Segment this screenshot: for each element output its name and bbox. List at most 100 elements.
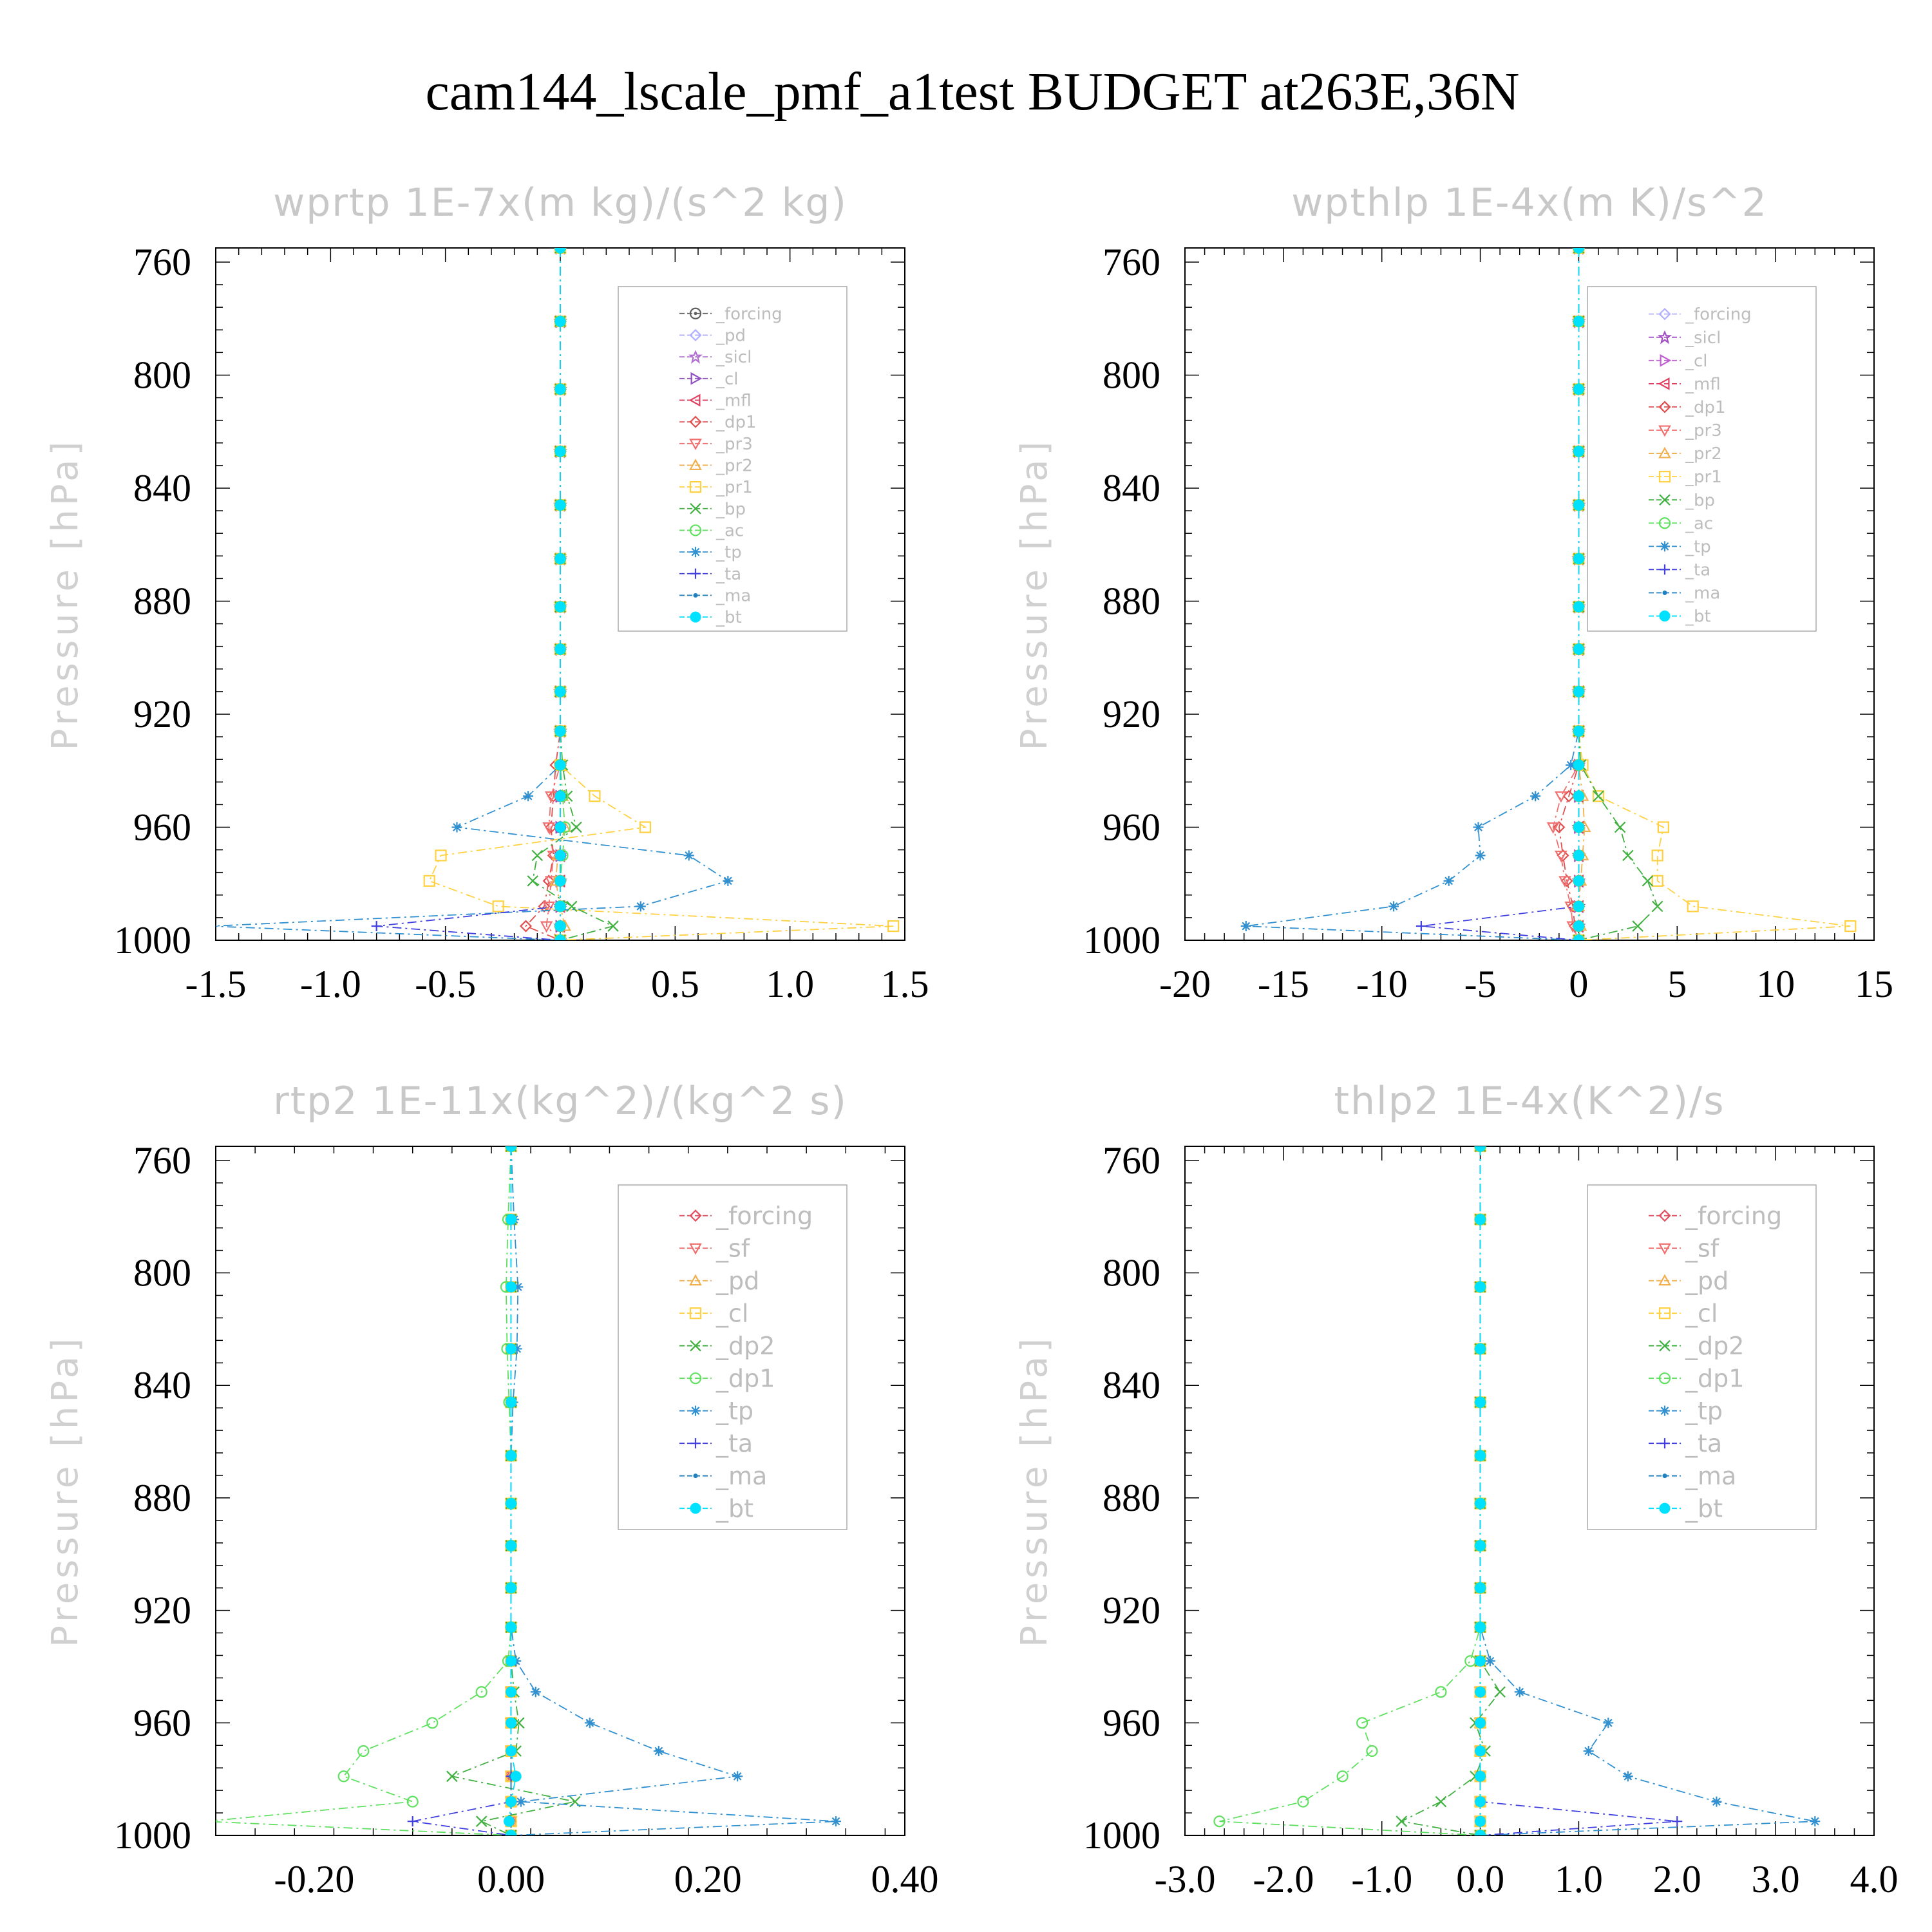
data-point	[1475, 1745, 1486, 1757]
legend-item: _ta	[1649, 1429, 1722, 1457]
legend-item: _ac	[1649, 514, 1713, 533]
legend-item: _pd	[679, 327, 746, 346]
data-point	[1475, 1655, 1486, 1667]
data-point	[538, 900, 551, 913]
y-tick-label: 840	[1103, 467, 1160, 509]
legend-label: _bt	[715, 608, 742, 627]
data-point	[1566, 759, 1577, 770]
data-point	[1573, 934, 1584, 940]
x-tick-label: 0.0	[1456, 1858, 1504, 1900]
y-tick-label: 880	[1103, 1477, 1160, 1519]
data-point	[1614, 821, 1626, 833]
legend-label: _dp1	[1685, 1364, 1744, 1392]
legend-label: _sf	[715, 1234, 751, 1262]
data-point	[1573, 601, 1584, 612]
legend-label: _pd	[1685, 1267, 1728, 1295]
x-tick-label: -20	[1159, 963, 1211, 1005]
legend-label: _ma	[1685, 584, 1720, 603]
data-point	[513, 1282, 524, 1293]
legend-label: _bp	[1685, 491, 1715, 510]
data-point	[1573, 900, 1584, 912]
plot-frame	[1184, 247, 1875, 941]
data-point	[1553, 820, 1566, 834]
y-tick-label: 920	[1103, 1589, 1160, 1632]
data-point	[1557, 849, 1569, 862]
data-point	[475, 1686, 488, 1698]
data-point	[589, 790, 601, 802]
chart-panel-1: wprtp 1E-7x(m kg)/(s^2 kg) Pressure [hPa]…	[44, 180, 929, 1005]
data-point	[1475, 850, 1486, 861]
data-point	[1573, 686, 1584, 697]
data-point	[554, 383, 566, 395]
plot-frame	[1184, 1146, 1875, 1836]
data-point	[554, 601, 566, 612]
data-point	[371, 921, 382, 932]
legend-label: _bp	[715, 500, 746, 519]
data-point	[554, 499, 566, 511]
x-tick-label: 0	[1569, 963, 1588, 1005]
data-point	[554, 643, 566, 655]
legend-label: _ta	[1685, 561, 1710, 580]
legend-item: _bt	[679, 1494, 753, 1522]
x-tick-label: 10	[1756, 963, 1795, 1005]
legend-label: _forcing	[1685, 305, 1752, 325]
y-tick-label: 800	[1103, 1252, 1160, 1294]
data-point	[554, 248, 566, 254]
data-point	[1388, 901, 1399, 912]
data-point	[1475, 1770, 1486, 1782]
data-point	[1810, 1816, 1821, 1827]
data-point	[554, 686, 566, 697]
legend: _forcing _pd _sicl _cl _mfl _dp1 _pr3 _pr2 _pr1 _…	[618, 286, 848, 632]
data-point	[519, 920, 533, 933]
legend-label: _tp	[715, 1397, 753, 1425]
data-point	[1475, 1396, 1486, 1408]
data-point	[1475, 1214, 1486, 1226]
data-point	[554, 316, 566, 327]
y-tick-label: 960	[1103, 806, 1160, 848]
y-tick-label: 840	[133, 467, 191, 509]
panel-title: wprtp 1E-7x(m kg)/(s^2 kg)	[273, 180, 848, 225]
data-point	[513, 1717, 525, 1729]
data-point	[584, 1718, 595, 1728]
legend-label: _cl	[1685, 1299, 1718, 1327]
data-point	[1475, 1796, 1486, 1808]
data-point	[1240, 921, 1251, 932]
data-point	[1583, 1745, 1594, 1756]
legend-label: _ma	[1685, 1462, 1736, 1490]
y-tick-label: 1000	[1083, 1814, 1160, 1857]
data-point	[407, 1816, 418, 1827]
panel-title: rtp2 1E-11x(kg^2)/(kg^2 s)	[273, 1079, 848, 1124]
data-point	[506, 1717, 517, 1728]
legend-label: _dp1	[1685, 398, 1726, 417]
data-point	[530, 1687, 541, 1698]
data-point	[683, 850, 694, 861]
data-point	[1435, 1686, 1447, 1698]
data-point	[1632, 920, 1643, 932]
legend-item: _sicl	[1649, 328, 1721, 348]
data-point	[635, 901, 646, 912]
data-point	[554, 759, 566, 771]
legend: _forcing _sf _pd _cl _dp2 _dp1 _tp _ta _ma _bt	[1587, 1184, 1817, 1530]
data-point	[1573, 248, 1584, 254]
y-tick-label: 960	[133, 1701, 191, 1744]
data-point	[506, 1498, 517, 1510]
legend-label: _cl	[1685, 352, 1708, 371]
legend-item: _tp	[679, 543, 742, 562]
data-point	[1573, 383, 1584, 395]
data-point	[1711, 1796, 1722, 1807]
x-tick-label: 1.5	[881, 963, 929, 1005]
data-point	[1573, 499, 1584, 511]
data-point	[554, 553, 566, 565]
legend-item: _dp2	[679, 1332, 775, 1360]
y-tick-label: 920	[133, 693, 191, 735]
data-point	[566, 900, 578, 913]
data-point	[1573, 821, 1584, 833]
y-tick-label: 840	[133, 1364, 191, 1406]
data-point	[1546, 822, 1560, 834]
data-point	[1475, 1450, 1486, 1461]
data-point	[527, 875, 538, 887]
data-point	[1475, 1281, 1486, 1293]
plot-frame	[215, 1146, 905, 1836]
data-point	[1573, 920, 1584, 932]
series-bt	[554, 248, 566, 940]
